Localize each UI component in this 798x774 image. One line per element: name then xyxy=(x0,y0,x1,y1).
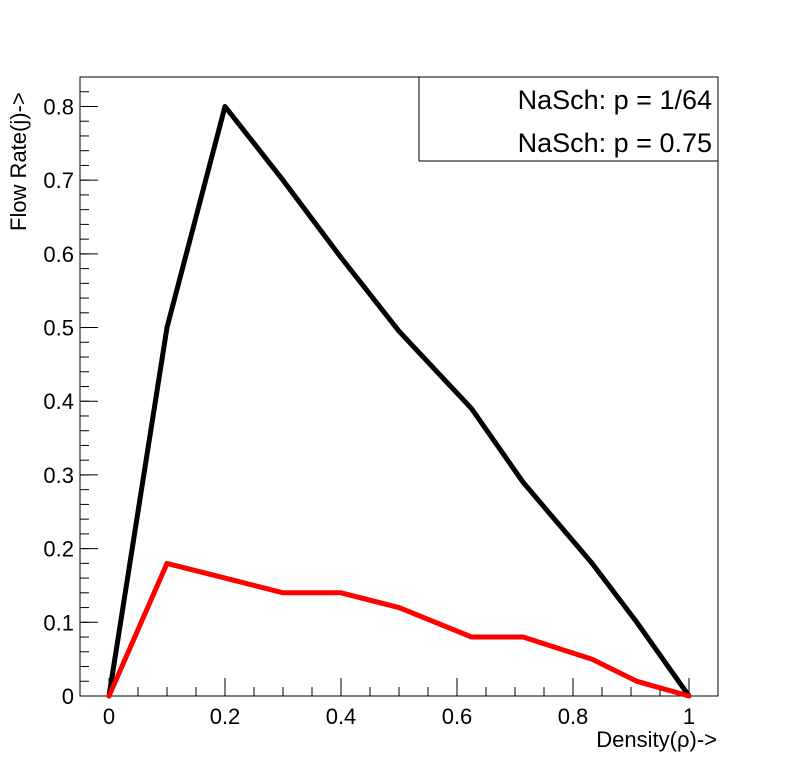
x-tick-label: 0.2 xyxy=(210,704,241,729)
y-tick-label: 0.4 xyxy=(43,389,74,414)
y-tick-label: 0.8 xyxy=(43,94,74,119)
series-layer xyxy=(106,104,692,699)
y-tick-label: 0.6 xyxy=(43,242,74,267)
y-tick-label: 0.3 xyxy=(43,463,74,488)
y-tick-label: 0.5 xyxy=(43,316,74,341)
x-axis-title: Density(ρ)-> xyxy=(596,727,717,752)
x-tick-label: 0.6 xyxy=(442,704,473,729)
y-tick-label: 0.2 xyxy=(43,537,74,562)
series-line-2 xyxy=(106,560,692,699)
y-tick-labels: 0 0.1 0.2 0.3 0.4 0.5 0.6 0.7 0.8 xyxy=(43,94,74,709)
x-tick-label: 1 xyxy=(683,704,695,729)
x-tick-label: 0.8 xyxy=(558,704,589,729)
major-ticks xyxy=(80,105,690,697)
y-tick-label: 0 xyxy=(62,684,74,709)
y-axis-title: Flow Rate(j)-> xyxy=(6,92,31,231)
y-tick-label: 0.1 xyxy=(43,610,74,635)
x-tick-label: 0 xyxy=(103,704,115,729)
legend-entry-1: NaSch: p = 1/64 xyxy=(518,85,712,115)
y-tick-label: 0.7 xyxy=(43,168,74,193)
x-tick-label: 0.4 xyxy=(326,704,357,729)
legend-entry-2: NaSch: p = 0.75 xyxy=(518,128,712,158)
x-tick-labels: 0 0.2 0.4 0.6 0.8 1 xyxy=(103,704,695,729)
series-line-1 xyxy=(106,104,692,699)
legend-box xyxy=(418,76,719,162)
legend: NaSch: p = 1/64 NaSch: p = 0.75 xyxy=(418,76,719,162)
